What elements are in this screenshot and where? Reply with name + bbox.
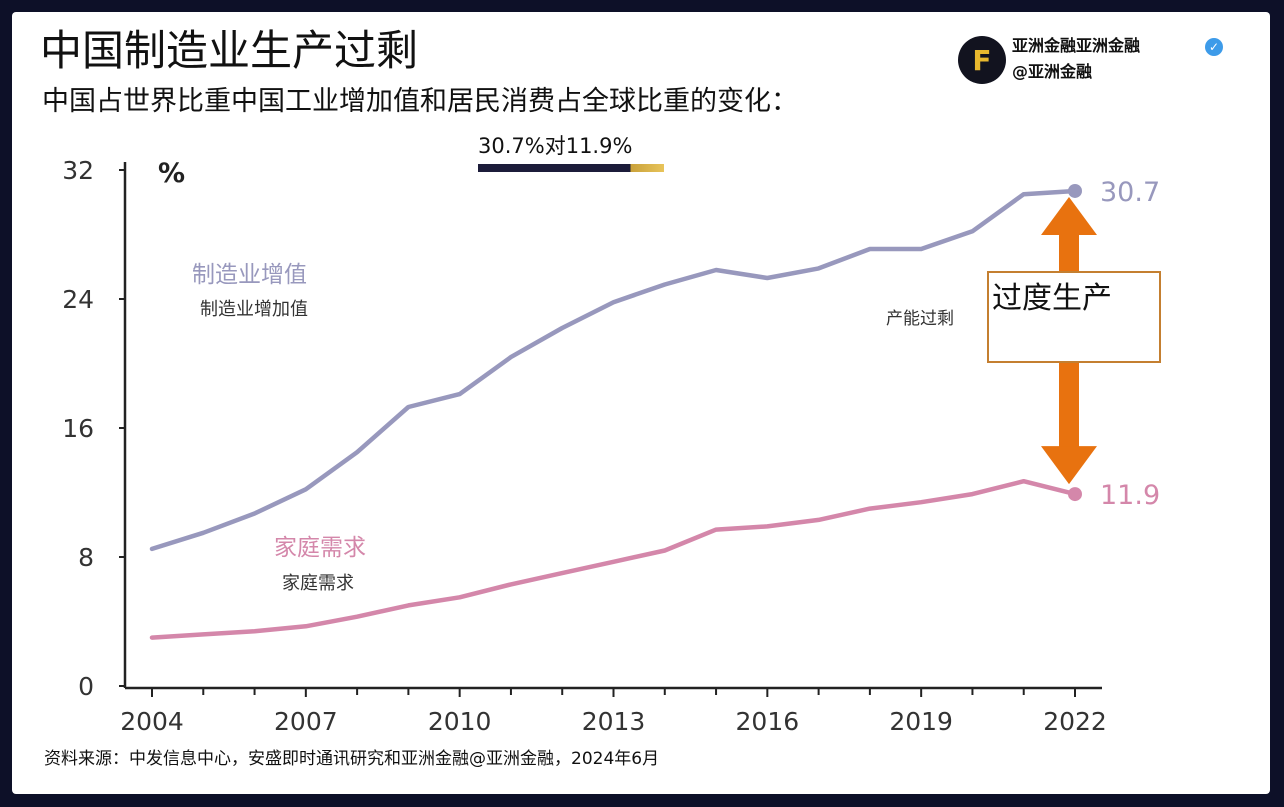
- chart-card: 中国制造业生产过剩 中国占世界比重中国工业增加值和居民消费占全球比重的变化： 3…: [12, 12, 1270, 794]
- series-line: [149, 478, 1078, 640]
- series-end-label: 11.9: [1100, 480, 1160, 511]
- series-name-sublabel: 家庭需求: [282, 573, 354, 594]
- series-name-label: 家庭需求: [274, 535, 366, 561]
- annotation-side-label: 产能过剩: [886, 309, 954, 329]
- brand-badge[interactable]: F 亚洲金融亚洲金融 @亚洲金融 ✓: [958, 30, 1228, 90]
- chart-axes: 0 8 16 24 32 % 2004 2007 2010 2013 2016 2019 2022: [62, 156, 1107, 736]
- ratio-label: 30.7%对11.9%: [478, 134, 633, 158]
- x-tick-label: 2019: [889, 707, 953, 736]
- ratio-bar: [478, 164, 664, 172]
- annotation-arrow-head-down: [1041, 446, 1097, 485]
- x-tick-label: 2016: [736, 707, 800, 736]
- annotation-box-label: 过度生产: [992, 281, 1112, 316]
- line-chart: 0 8 16 24 32 % 2004 2007 2010 2013 2016 2019 2022 30…: [62, 156, 1161, 736]
- page-title: 中国制造业生产过剩: [40, 26, 419, 75]
- x-tick-label: 2013: [582, 707, 646, 736]
- series-name-label: 制造业增值: [192, 262, 307, 288]
- annotation-arrow-head-up: [1041, 196, 1097, 235]
- source-note: 资料来源：中发信息中心，安盛即时通讯研究和亚洲金融@亚洲金融，2024年6月: [44, 749, 660, 769]
- series-end-point: [1068, 183, 1082, 198]
- series-end-label: 30.7: [1100, 177, 1160, 208]
- x-tick-label: 2004: [120, 707, 184, 736]
- brand-name: 亚洲金融亚洲金融: [1012, 36, 1141, 55]
- annotation-box: [987, 271, 1161, 363]
- series-name-sublabel: 制造业增加值: [200, 299, 308, 320]
- y-tick-label: 16: [62, 414, 94, 443]
- y-axis-unit: %: [158, 158, 185, 189]
- series-line: [149, 188, 1078, 552]
- x-tick-label: 2010: [428, 707, 492, 736]
- y-tick-label: 8: [78, 543, 94, 572]
- x-tick-label: 2022: [1043, 707, 1107, 736]
- y-tick-label: 24: [62, 285, 94, 314]
- series-end-point: [1068, 487, 1082, 502]
- chart-subtitle: 中国占世界比重中国工业增加值和居民消费占全球比重的变化：: [42, 86, 798, 117]
- y-tick-label: 0: [78, 672, 94, 701]
- brand-handle: @亚洲金融: [1012, 62, 1093, 81]
- brand-logo-icon: F: [958, 36, 1006, 84]
- x-tick-label: 2007: [274, 707, 338, 736]
- y-tick-label: 32: [62, 156, 94, 185]
- verified-icon: ✓: [1205, 38, 1223, 56]
